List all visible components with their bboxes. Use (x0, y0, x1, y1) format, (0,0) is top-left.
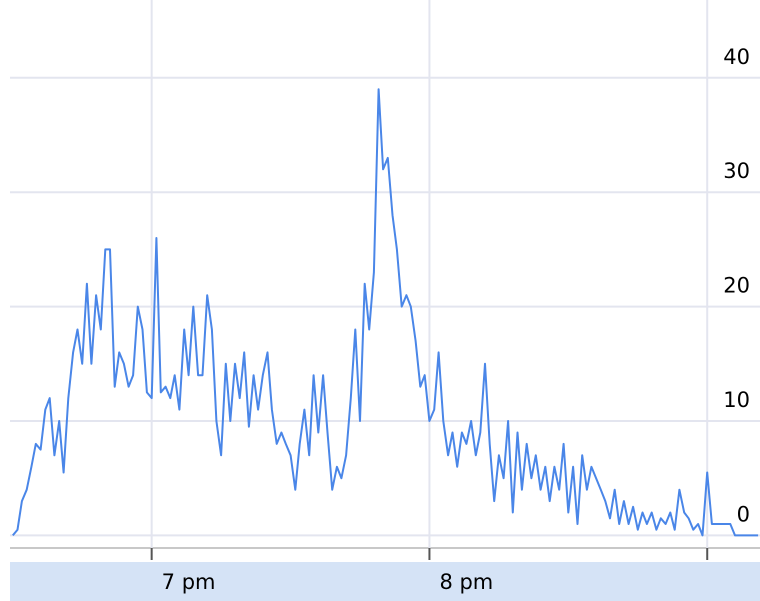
y-tick-label: 10 (723, 388, 750, 412)
y-tick-label: 40 (723, 45, 750, 69)
y-tick-label: 30 (723, 159, 750, 183)
y-tick-label: 20 (723, 274, 750, 298)
data-line (12, 88, 759, 537)
y-tick-label: 0 (737, 502, 750, 526)
x-tick-label: 8 pm (439, 570, 493, 594)
x-tick-label: 7 pm (162, 570, 216, 594)
x-axis-band (10, 562, 760, 601)
